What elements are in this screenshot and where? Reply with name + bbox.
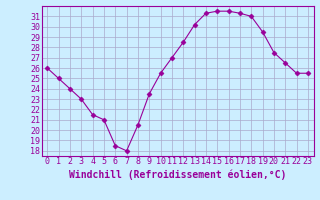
- X-axis label: Windchill (Refroidissement éolien,°C): Windchill (Refroidissement éolien,°C): [69, 169, 286, 180]
